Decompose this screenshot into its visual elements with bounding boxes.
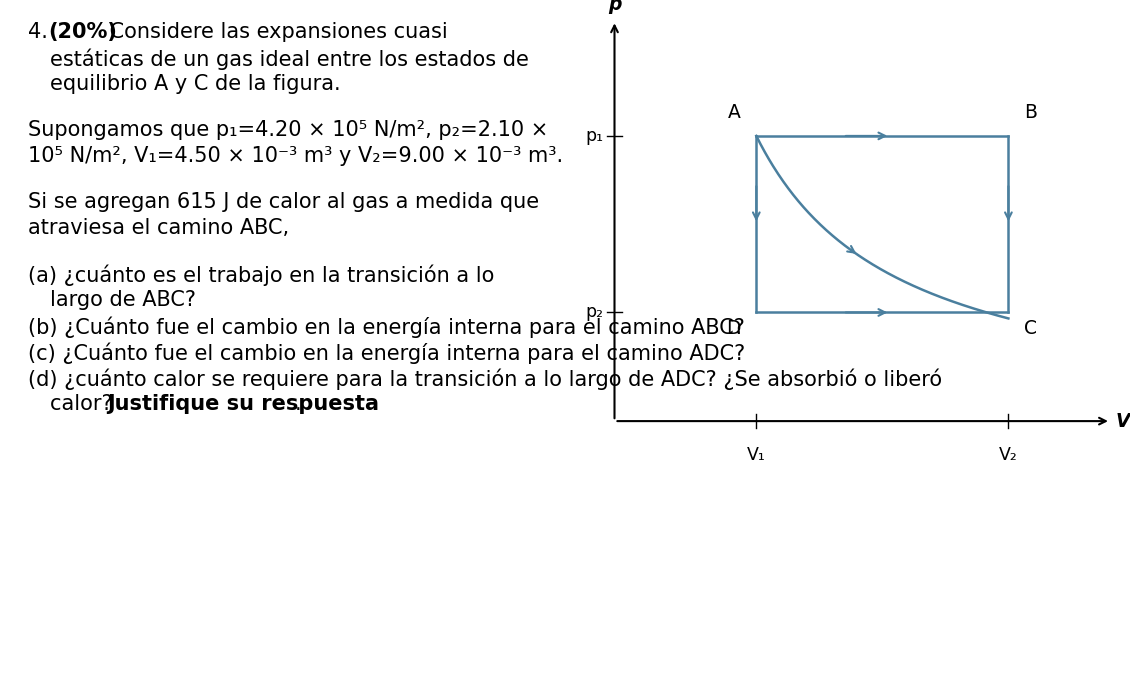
Text: .: .	[295, 394, 302, 414]
Text: 4.: 4.	[28, 22, 54, 42]
Text: Si se agregan 615 J de calor al gas a medida que: Si se agregan 615 J de calor al gas a me…	[28, 192, 539, 212]
Text: V₂: V₂	[999, 445, 1018, 464]
Text: D: D	[727, 319, 740, 339]
Text: B: B	[1024, 103, 1037, 122]
Text: equilibrio A y C de la figura.: equilibrio A y C de la figura.	[50, 74, 340, 94]
Text: 10⁵ N/m², V₁=4.50 × 10⁻³ m³ y V₂=9.00 × 10⁻³ m³.: 10⁵ N/m², V₁=4.50 × 10⁻³ m³ y V₂=9.00 × …	[28, 146, 563, 166]
Text: p₁: p₁	[585, 127, 603, 145]
Text: Considere las expansiones cuasi: Considere las expansiones cuasi	[103, 22, 447, 42]
Text: p₂: p₂	[585, 304, 603, 321]
Text: C: C	[1024, 319, 1037, 339]
Text: (d) ¿cuánto calor se requiere para la transición a lo largo de ADC? ¿Se absorbió: (d) ¿cuánto calor se requiere para la tr…	[28, 368, 942, 389]
Text: p: p	[608, 0, 622, 14]
Text: (a) ¿cuánto es el trabajo en la transición a lo: (a) ¿cuánto es el trabajo en la transici…	[28, 264, 495, 285]
Text: A: A	[728, 103, 740, 122]
Text: V₁: V₁	[747, 445, 766, 464]
Text: calor?: calor?	[50, 394, 120, 414]
Text: (c) ¿Cuánto fue el cambio en la energía interna para el camino ADC?: (c) ¿Cuánto fue el cambio en la energía …	[28, 342, 746, 363]
Text: Supongamos que p₁=4.20 × 10⁵ N/m², p₂=2.10 ×: Supongamos que p₁=4.20 × 10⁵ N/m², p₂=2.…	[28, 120, 548, 140]
Text: V: V	[1115, 412, 1130, 431]
Text: (b) ¿Cuánto fue el cambio en la energía interna para el camino ABC?: (b) ¿Cuánto fue el cambio en la energía …	[28, 316, 745, 337]
Text: estáticas de un gas ideal entre los estados de: estáticas de un gas ideal entre los esta…	[50, 48, 529, 70]
Text: (20%): (20%)	[47, 22, 116, 42]
Text: Justifique su respuesta: Justifique su respuesta	[107, 394, 379, 414]
Text: largo de ABC?: largo de ABC?	[50, 290, 195, 310]
Text: atraviesa el camino ABC,: atraviesa el camino ABC,	[28, 218, 289, 238]
